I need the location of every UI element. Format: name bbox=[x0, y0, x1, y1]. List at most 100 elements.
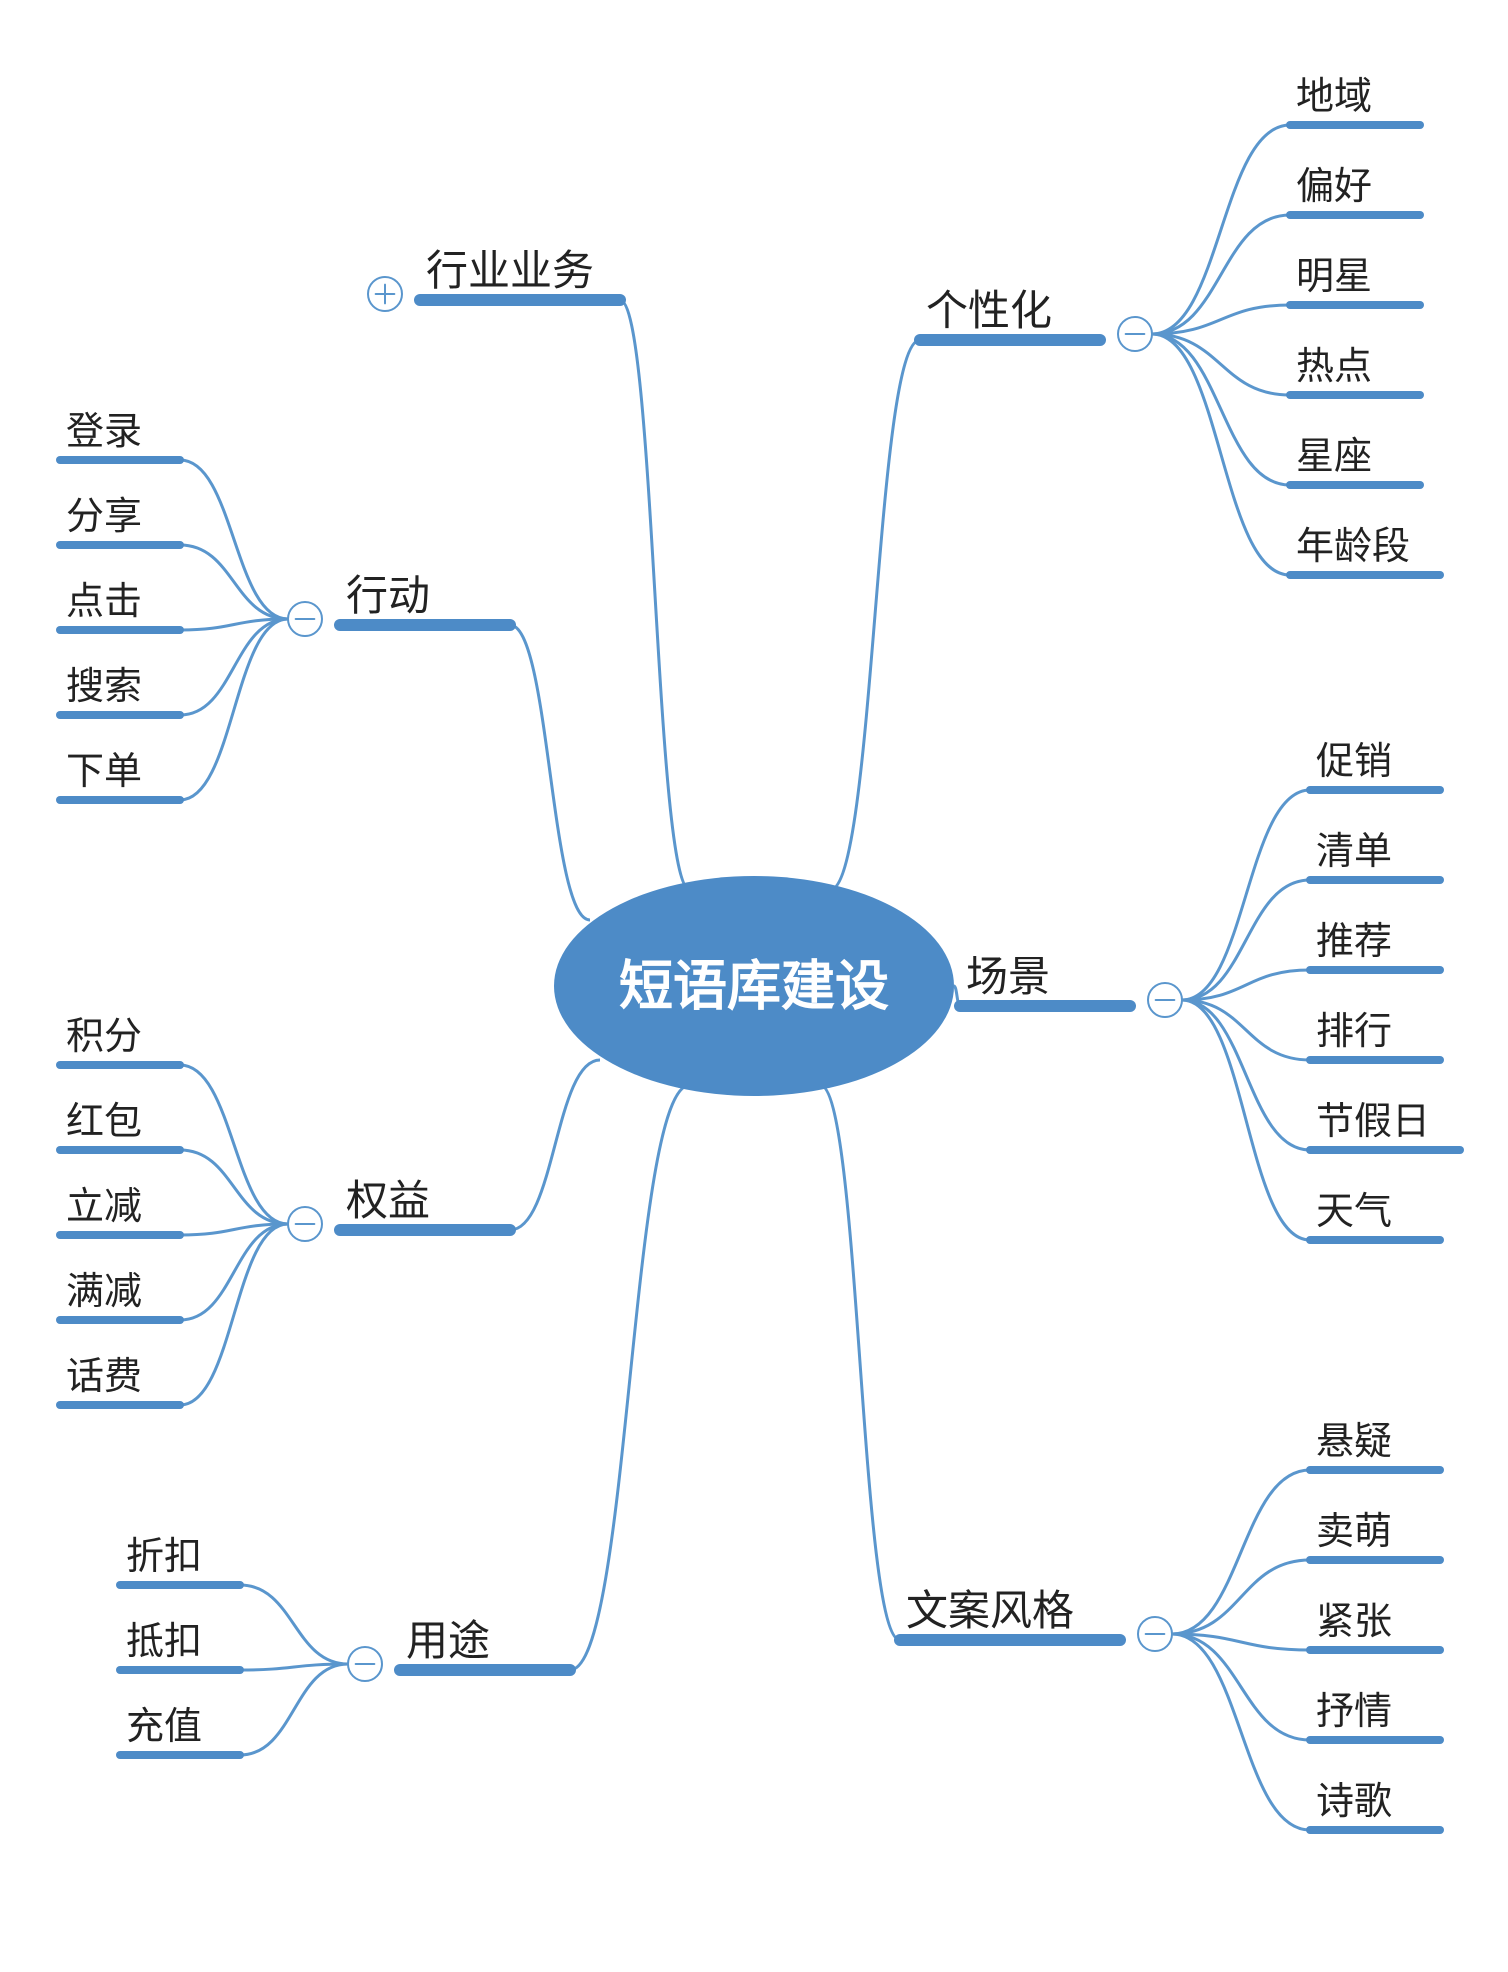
leaf-scene-2-label: 推荐 bbox=[1316, 921, 1392, 963]
leaf-benefit-1-label: 红包 bbox=[66, 1101, 142, 1143]
connector-style-child-4 bbox=[1172, 1634, 1310, 1830]
nodes-layer: 短语库建设 行业业务行动 登录分享点击搜索下单权益 积分红包立减满减话费用途 折扣抵扣充… bbox=[60, 76, 1460, 1830]
leaf-style-0-label: 悬疑 bbox=[1316, 1421, 1392, 1463]
connector-benefit-child-1 bbox=[180, 1150, 288, 1224]
connector-action-child-3 bbox=[180, 619, 288, 715]
leaf-scene-2[interactable]: 推荐 bbox=[1310, 921, 1440, 970]
leaf-benefit-3[interactable]: 满减 bbox=[60, 1271, 180, 1320]
connector-benefit-child-0 bbox=[180, 1065, 288, 1224]
connector-benefit-child-4 bbox=[180, 1224, 288, 1405]
leaf-scene-1[interactable]: 清单 bbox=[1310, 831, 1440, 880]
connector-action-child-4 bbox=[180, 619, 288, 800]
branch-action[interactable]: 行动 bbox=[340, 572, 510, 625]
leaf-action-1-label: 分享 bbox=[66, 496, 142, 538]
connector-usage-child-0 bbox=[240, 1585, 348, 1664]
leaf-style-2-label: 紧张 bbox=[1316, 1601, 1392, 1643]
leaf-style-1-label: 卖萌 bbox=[1316, 1511, 1392, 1553]
leaf-personalize-4-label: 星座 bbox=[1296, 436, 1372, 478]
leaf-personalize-1[interactable]: 偏好 bbox=[1290, 166, 1420, 215]
connector-scene-child-5 bbox=[1182, 1000, 1310, 1240]
center-label: 短语库建设 bbox=[619, 956, 889, 1016]
leaf-benefit-0-label: 积分 bbox=[66, 1016, 142, 1058]
leaf-scene-1-label: 清单 bbox=[1316, 831, 1392, 873]
connector-center-style bbox=[820, 1085, 900, 1640]
branch-usage-toggle[interactable] bbox=[348, 1647, 382, 1681]
leaf-usage-0[interactable]: 折扣 bbox=[120, 1536, 240, 1585]
branch-personalize-toggle[interactable] bbox=[1118, 317, 1152, 351]
connector-center-industry bbox=[620, 300, 690, 890]
connector-center-usage bbox=[570, 1085, 690, 1670]
leaf-action-3[interactable]: 搜索 bbox=[60, 666, 180, 715]
connector-scene-child-0 bbox=[1182, 790, 1310, 1000]
leaf-personalize-3[interactable]: 热点 bbox=[1290, 346, 1420, 395]
branch-action-toggle[interactable] bbox=[288, 602, 322, 636]
leaf-style-3-label: 抒情 bbox=[1316, 1691, 1392, 1733]
branch-personalize[interactable]: 个性化 bbox=[920, 287, 1100, 340]
leaf-usage-1-label: 抵扣 bbox=[126, 1621, 202, 1663]
leaf-action-0-label: 登录 bbox=[66, 411, 142, 453]
leaf-personalize-1-label: 偏好 bbox=[1296, 166, 1372, 208]
leaf-action-4[interactable]: 下单 bbox=[60, 751, 180, 800]
connector-action-child-0 bbox=[180, 460, 288, 619]
leaf-personalize-3-label: 热点 bbox=[1296, 346, 1372, 388]
leaf-personalize-0-label: 地域 bbox=[1296, 76, 1372, 118]
leaf-style-4[interactable]: 诗歌 bbox=[1310, 1781, 1440, 1830]
leaf-benefit-2[interactable]: 立减 bbox=[60, 1186, 180, 1235]
leaf-personalize-5-label: 年龄段 bbox=[1296, 526, 1410, 568]
leaf-style-0[interactable]: 悬疑 bbox=[1310, 1421, 1440, 1470]
leaf-action-2[interactable]: 点击 bbox=[60, 581, 180, 630]
leaf-scene-0[interactable]: 促销 bbox=[1310, 741, 1440, 790]
leaf-style-1[interactable]: 卖萌 bbox=[1310, 1511, 1440, 1560]
connector-center-benefit bbox=[510, 1060, 600, 1230]
branch-scene[interactable]: 场景 bbox=[960, 953, 1130, 1006]
leaf-personalize-0[interactable]: 地域 bbox=[1290, 76, 1420, 125]
connector-center-action bbox=[510, 625, 590, 920]
leaf-benefit-0[interactable]: 积分 bbox=[60, 1016, 180, 1065]
leaf-action-0[interactable]: 登录 bbox=[60, 411, 180, 460]
leaf-scene-4-label: 节假日 bbox=[1316, 1101, 1430, 1143]
branch-usage-label: 用途 bbox=[406, 1617, 490, 1664]
leaf-scene-3-label: 排行 bbox=[1316, 1011, 1392, 1053]
connector-personalize-child-0 bbox=[1152, 125, 1290, 334]
connector-style-child-1 bbox=[1172, 1560, 1310, 1634]
leaf-benefit-2-label: 立减 bbox=[66, 1186, 142, 1228]
leaf-scene-5[interactable]: 天气 bbox=[1310, 1191, 1440, 1240]
leaf-usage-1[interactable]: 抵扣 bbox=[120, 1621, 240, 1670]
leaf-usage-2[interactable]: 充值 bbox=[120, 1706, 240, 1755]
connector-style-child-0 bbox=[1172, 1470, 1310, 1634]
leaf-action-3-label: 搜索 bbox=[66, 666, 142, 708]
branch-style-toggle[interactable] bbox=[1138, 1617, 1172, 1651]
leaf-style-3[interactable]: 抒情 bbox=[1310, 1691, 1440, 1740]
branch-benefit-toggle[interactable] bbox=[288, 1207, 322, 1241]
leaf-scene-5-label: 天气 bbox=[1316, 1191, 1392, 1233]
leaf-scene-3[interactable]: 排行 bbox=[1310, 1011, 1440, 1060]
leaf-benefit-4[interactable]: 话费 bbox=[60, 1356, 180, 1405]
leaf-personalize-5[interactable]: 年龄段 bbox=[1290, 526, 1440, 575]
connector-benefit-child-3 bbox=[180, 1224, 288, 1320]
branch-industry[interactable]: 行业业务 bbox=[420, 247, 620, 300]
leaf-personalize-2[interactable]: 明星 bbox=[1290, 256, 1420, 305]
connector-action-child-1 bbox=[180, 545, 288, 619]
branch-scene-label: 场景 bbox=[966, 953, 1050, 1000]
connector-center-personalize bbox=[830, 340, 920, 890]
branch-style[interactable]: 文案风格 bbox=[900, 1587, 1120, 1640]
branch-usage[interactable]: 用途 bbox=[400, 1617, 570, 1670]
connector-personalize-child-4 bbox=[1152, 334, 1290, 485]
leaf-benefit-1[interactable]: 红包 bbox=[60, 1101, 180, 1150]
branch-benefit[interactable]: 权益 bbox=[340, 1177, 510, 1230]
connector-scene-child-4 bbox=[1182, 1000, 1310, 1150]
branch-scene-toggle[interactable] bbox=[1148, 983, 1182, 1017]
leaf-style-2[interactable]: 紧张 bbox=[1310, 1601, 1440, 1650]
leaf-action-1[interactable]: 分享 bbox=[60, 496, 180, 545]
leaf-scene-0-label: 促销 bbox=[1316, 741, 1392, 783]
branch-industry-toggle[interactable] bbox=[368, 277, 402, 311]
leaf-action-4-label: 下单 bbox=[66, 751, 142, 793]
leaf-personalize-4[interactable]: 星座 bbox=[1290, 436, 1420, 485]
leaf-personalize-2-label: 明星 bbox=[1296, 256, 1372, 298]
leaf-usage-0-label: 折扣 bbox=[126, 1536, 202, 1578]
leaf-scene-4[interactable]: 节假日 bbox=[1310, 1101, 1460, 1150]
branch-benefit-label: 权益 bbox=[346, 1177, 430, 1224]
branch-style-label: 文案风格 bbox=[906, 1587, 1074, 1634]
branch-industry-label: 行业业务 bbox=[426, 247, 594, 294]
leaf-benefit-3-label: 满减 bbox=[66, 1271, 142, 1313]
